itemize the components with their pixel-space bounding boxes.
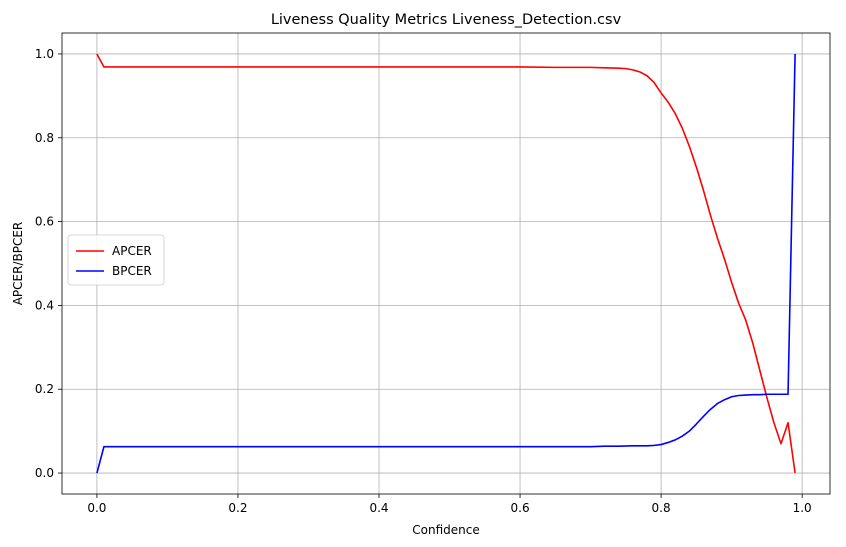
x-tick-label: 1.0 [793,501,812,515]
x-tick-label: 0.2 [228,501,247,515]
axis-ticks: 0.0 0.2 0.4 0.6 0.8 1.0 0.0 0.2 0.4 0.6 0.8 1.0 [35,47,812,515]
x-axis-label: Confidence [412,523,479,537]
y-tick-label: 0.8 [35,131,54,145]
x-tick-label: 0.6 [511,501,530,515]
plot-frame [61,32,831,495]
apcer-line [96,53,796,474]
grid [62,33,830,494]
x-tick-label: 0.4 [369,501,388,515]
chart-title: Liveness Quality Metrics Liveness_Detect… [271,12,622,28]
x-tick-label: 0.0 [87,501,106,515]
bpcer-legend-label: BPCER [112,264,152,278]
bpcer-line [96,53,796,474]
x-tick-label: 0.8 [652,501,671,515]
y-tick-label: 0.2 [35,382,54,396]
legend: APCER BPCER [67,234,165,286]
y-tick-label: 0.6 [35,215,54,229]
y-tick-label: 0.0 [35,466,54,480]
y-tick-label: 0.4 [35,298,54,312]
apcer-legend-label: APCER [112,244,152,258]
y-tick-label: 1.0 [35,47,54,61]
y-axis-label: APCER/BPCER [11,222,25,306]
series-lines [96,53,796,474]
legend-box [67,234,165,286]
